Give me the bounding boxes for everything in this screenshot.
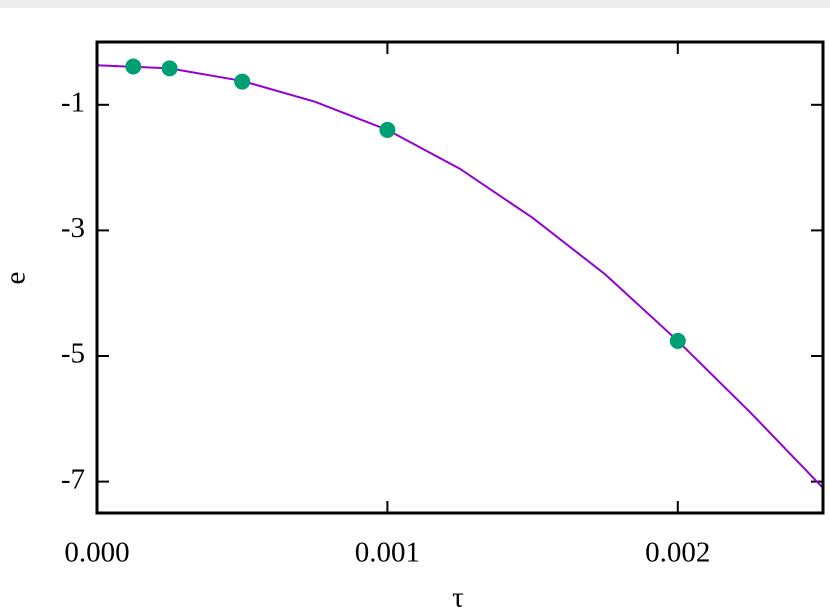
- x-tick-label: 0.002: [645, 537, 710, 569]
- data-point: [379, 121, 396, 138]
- y-tick-label: -7: [61, 463, 85, 495]
- x-tick-label: 0.000: [64, 537, 129, 569]
- y-tick-label: -1: [61, 86, 85, 118]
- x-axis-label: τ: [452, 582, 464, 614]
- data-point: [161, 60, 178, 77]
- fit-curve: [97, 64, 823, 489]
- data-point: [234, 73, 251, 90]
- data-point: [125, 58, 142, 75]
- y-tick-label: -5: [61, 338, 85, 370]
- x-tick-label: 0.001: [355, 537, 420, 569]
- y-tick-label: -3: [61, 212, 85, 244]
- data-point: [669, 332, 686, 349]
- y-axis-label: e: [0, 272, 32, 285]
- top-band: [0, 0, 830, 8]
- plot-frame: [95, 40, 825, 515]
